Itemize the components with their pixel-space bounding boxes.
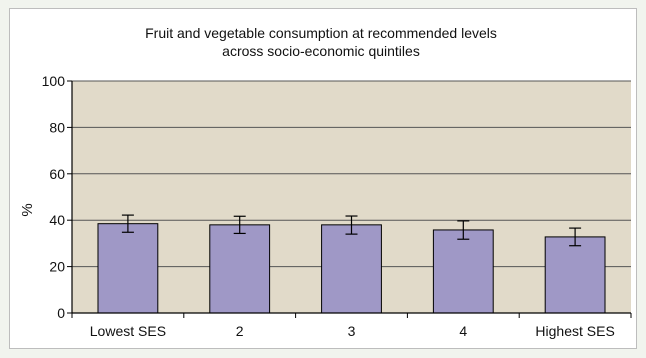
chart-frame: Fruit and vegetable consumption at recom… [9,8,637,349]
chart-title-line-2: across socio-economic quintiles [222,43,420,59]
y-tick-label: 60 [49,166,65,182]
bar-2 [209,224,271,314]
y-tick-label: 0 [57,305,65,321]
y-tick-label: 80 [49,119,65,135]
y-tick-label: 100 [42,73,66,89]
x-tick-label: Lowest SES [90,323,166,339]
plot-area: 0 20 40 60 80 100 Lowest SES 2 3 4 Highest SES [42,73,632,339]
bar-chart: Fruit and vegetable consumption at recom… [19,25,632,339]
x-tick-label: 3 [348,323,356,339]
bar-1 [97,223,159,314]
x-tick-label: Highest SES [535,323,614,339]
bar-4 [432,229,494,314]
y-axis-label: % [19,203,36,216]
chart-title-line-1: Fruit and vegetable consumption at recom… [145,25,497,41]
x-tick-label: 4 [459,323,467,339]
bar-5 [544,236,606,314]
y-tick-label: 20 [49,259,65,275]
y-tick-label: 40 [49,212,65,228]
x-tick-label: 2 [236,323,244,339]
bar-3 [321,224,382,314]
